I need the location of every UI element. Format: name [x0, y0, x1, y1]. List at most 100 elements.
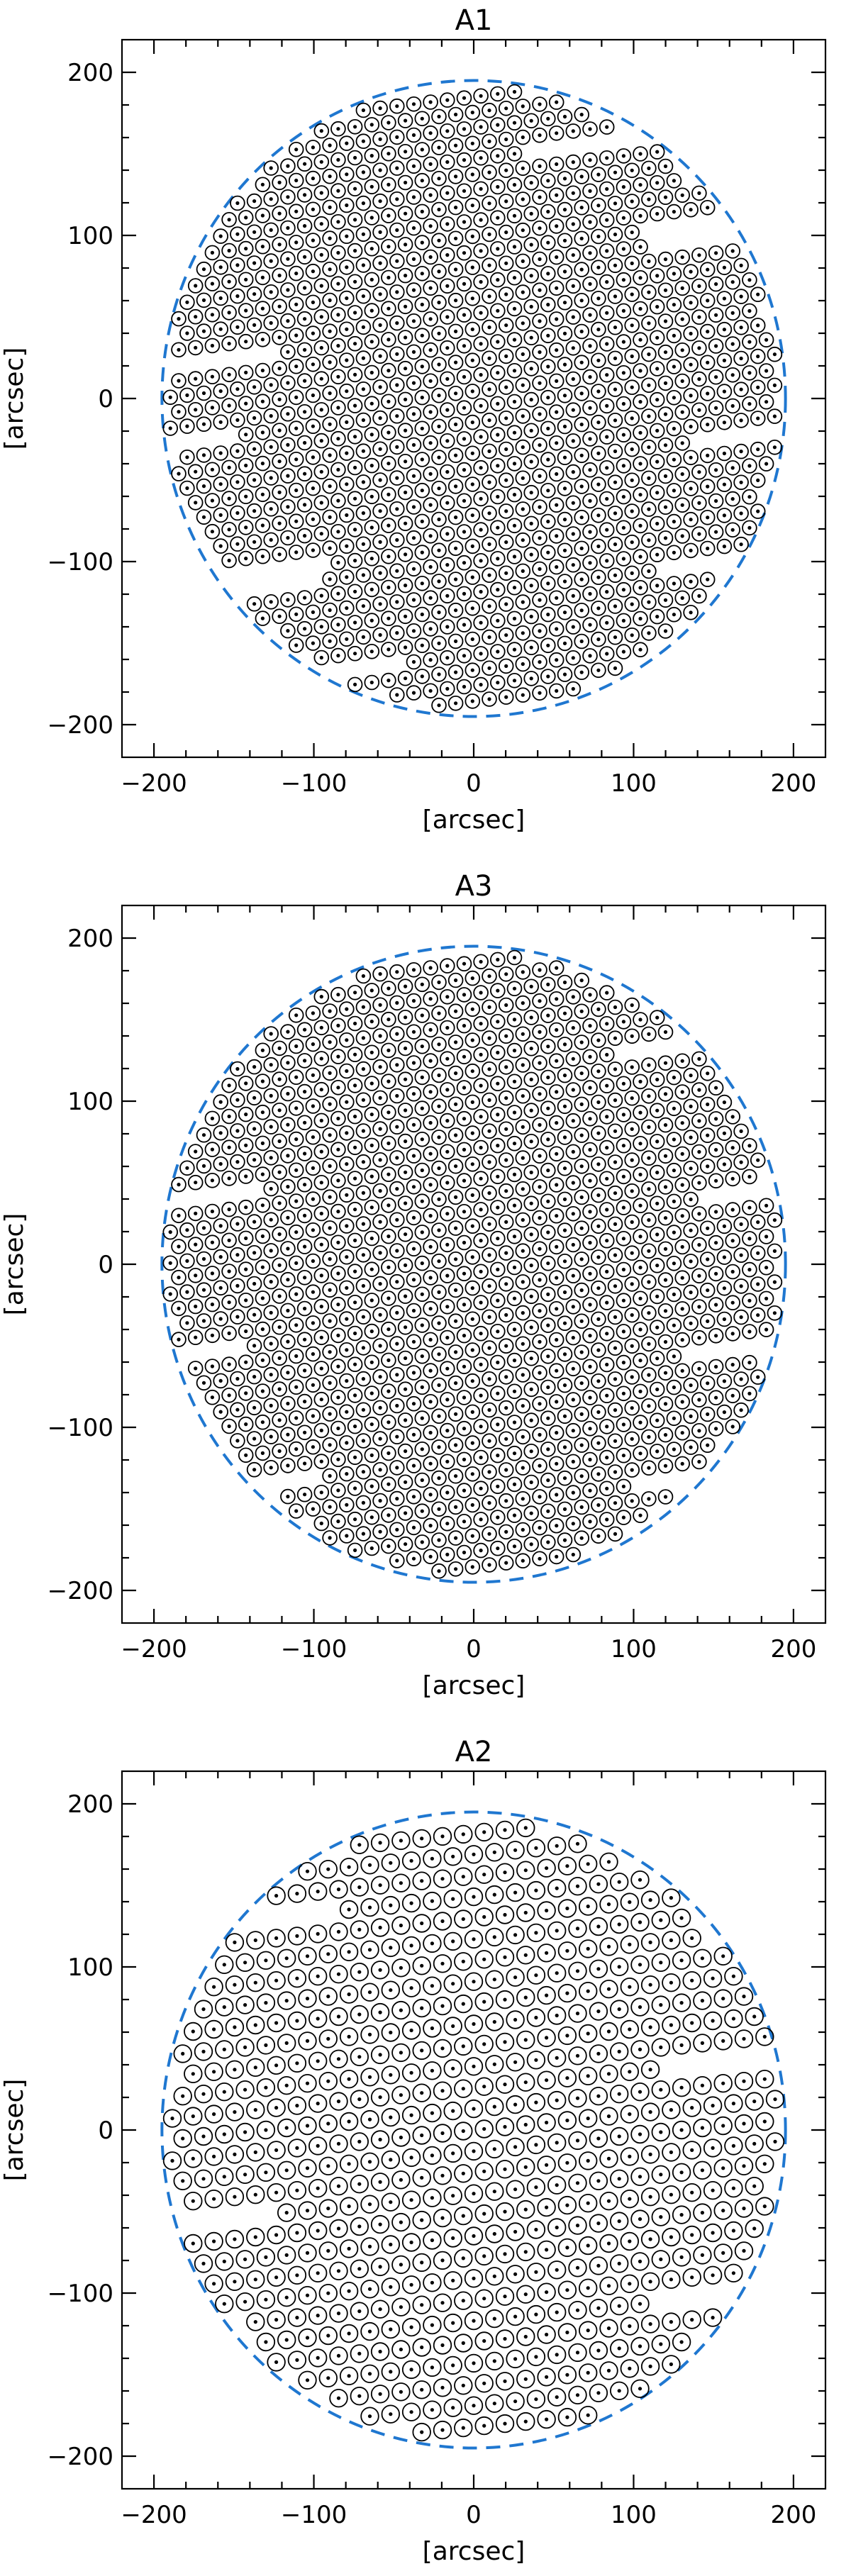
fiber-marker: [439, 1361, 455, 1376]
fiber-center: [596, 2306, 601, 2310]
fiber-marker: [498, 503, 514, 519]
fiber-marker: [347, 1078, 363, 1093]
fiber-marker: [691, 1144, 707, 1160]
fiber-marker: [389, 1522, 405, 1538]
fiber-marker: [213, 538, 229, 554]
fiber-center: [706, 515, 710, 520]
fiber-center: [529, 1108, 533, 1113]
fiber-marker: [691, 1423, 707, 1439]
fiber-marker: [447, 633, 464, 649]
fiber-center: [680, 1152, 684, 1156]
fiber-marker: [716, 1094, 733, 1110]
fiber-marker: [633, 1198, 648, 1213]
fiber-center: [529, 367, 533, 371]
fiber-center: [613, 1129, 618, 1133]
fiber-marker: [725, 1109, 740, 1125]
fiber-center: [482, 2338, 486, 2343]
fiber-marker: [708, 1390, 724, 1405]
fiber-center: [336, 560, 340, 565]
fiber-marker: [431, 974, 447, 991]
fiber-marker: [649, 1320, 665, 1335]
fiber-center: [345, 1100, 349, 1104]
fiber-marker: [280, 530, 296, 546]
fiber-marker: [347, 1232, 363, 1249]
fiber-marker: [305, 1129, 321, 1145]
fiber-marker: [557, 511, 573, 528]
fiber-marker: [213, 1156, 229, 1172]
fiber-center: [437, 145, 441, 150]
fiber-marker: [364, 1076, 380, 1091]
fiber-marker: [666, 1100, 682, 1117]
fiber-marker: [238, 1169, 254, 1184]
fiber-marker: [296, 528, 313, 544]
fiber-marker: [213, 1280, 229, 1296]
fiber-center: [479, 1393, 483, 1398]
fiber-marker: [305, 356, 321, 372]
fiber-center: [747, 1391, 752, 1395]
fiber-marker: [616, 458, 632, 474]
fiber-marker: [482, 381, 497, 397]
fiber-center: [353, 1362, 357, 1366]
fiber-center: [353, 186, 357, 191]
fiber-center: [319, 1088, 323, 1092]
fiber-center: [730, 1393, 735, 1398]
fiber-marker: [683, 1098, 699, 1115]
fiber-marker: [454, 2376, 473, 2395]
fiber-center: [369, 1391, 374, 1395]
fiber-center: [218, 389, 223, 394]
fiber-marker: [288, 1503, 304, 1519]
fiber-marker: [322, 1065, 338, 1081]
fiber-center: [411, 998, 416, 1003]
fiber-center: [470, 358, 474, 362]
fiber-center: [470, 699, 474, 703]
fiber-marker: [599, 1264, 615, 1280]
fiber-marker: [389, 1305, 405, 1321]
fiber-center: [496, 278, 500, 282]
fiber-marker: [506, 1042, 523, 1059]
fiber-center: [613, 1036, 618, 1040]
fiber-center: [546, 1292, 550, 1296]
fiber-center: [706, 1288, 710, 1293]
fiber-marker: [272, 174, 287, 191]
fiber-marker: [364, 1137, 380, 1154]
fiber-center: [470, 513, 474, 518]
fiber-center: [378, 1220, 382, 1224]
fiber-marker: [372, 565, 388, 581]
fiber-marker: [758, 456, 774, 472]
fiber-marker: [624, 1338, 640, 1354]
fiber-center: [303, 596, 307, 600]
fiber-marker: [540, 976, 556, 993]
fiber-marker: [347, 119, 363, 135]
fiber-marker: [725, 367, 740, 383]
fiber-center: [747, 308, 752, 313]
fiber-center: [235, 1376, 240, 1381]
fiber-center: [487, 1160, 491, 1164]
fiber-center: [260, 1141, 265, 1145]
fiber-center: [504, 1189, 508, 1193]
fiber-center: [454, 1536, 458, 1540]
fiber-marker: [431, 387, 447, 403]
fiber-center: [445, 439, 450, 443]
fiber-marker: [238, 272, 254, 288]
fiber-center: [386, 1482, 391, 1486]
fiber-center: [428, 1059, 433, 1063]
fiber-center: [605, 156, 609, 160]
fiber-center: [252, 1158, 257, 1162]
fiber-marker: [708, 1328, 724, 1344]
fiber-marker: [431, 325, 447, 342]
fiber-center: [538, 1092, 542, 1096]
fiber-center: [546, 1044, 550, 1049]
fiber-center: [555, 997, 559, 1001]
y-tick-label: −200: [48, 711, 113, 740]
fiber-marker: [683, 294, 699, 311]
fiber-marker: [221, 1325, 237, 1342]
fiber-center: [596, 1193, 601, 1198]
fiber-center: [617, 2346, 621, 2351]
fiber-marker: [582, 1451, 598, 1468]
fiber-center: [747, 1144, 752, 1148]
fiber-center: [303, 1400, 307, 1404]
fiber-center: [420, 333, 424, 338]
fiber-center: [571, 593, 575, 598]
fiber-marker: [465, 569, 481, 585]
fiber-center: [319, 1428, 323, 1432]
